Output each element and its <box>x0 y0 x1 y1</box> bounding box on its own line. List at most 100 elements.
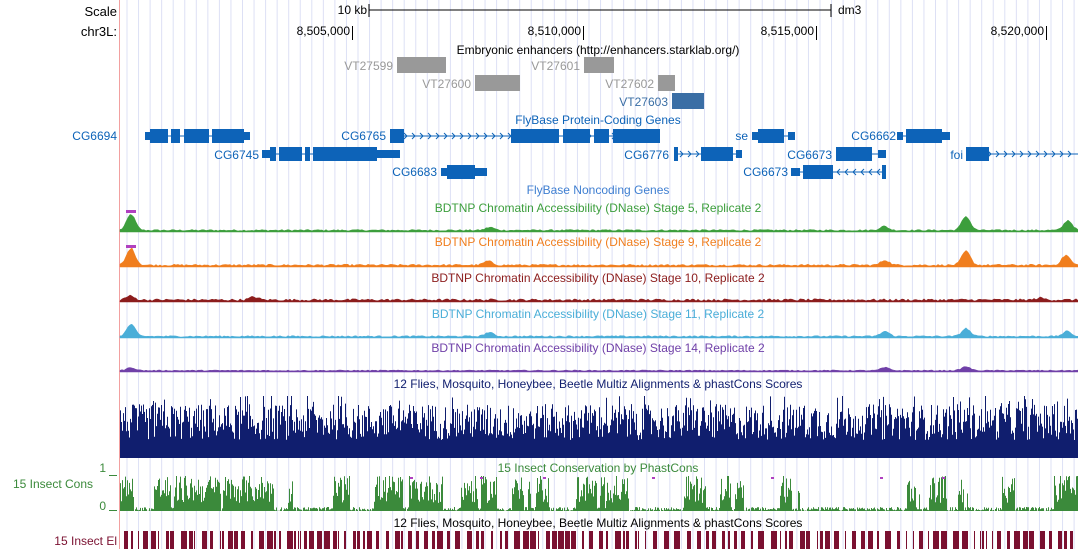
conserved-element[interactable] <box>151 531 156 549</box>
conserved-element[interactable] <box>817 531 818 549</box>
conserved-element[interactable] <box>300 531 301 549</box>
conserved-element[interactable] <box>706 531 709 549</box>
conserved-element[interactable] <box>514 531 520 549</box>
conserved-element[interactable] <box>546 531 550 549</box>
conserved-element[interactable] <box>552 531 557 549</box>
conserved-element[interactable] <box>653 531 657 549</box>
conserved-element[interactable] <box>928 531 929 549</box>
conserved-element[interactable] <box>758 531 764 549</box>
multiz-track-title[interactable]: 12 Flies, Mosquito, Honeybee, Beetle Mul… <box>394 377 803 391</box>
enhancer-feature-vt27600[interactable] <box>475 75 520 91</box>
dnase-stage10-signal[interactable] <box>119 294 1078 303</box>
conserved-element[interactable] <box>437 531 443 549</box>
conserved-element[interactable] <box>386 531 389 549</box>
dnase-stage5-signal[interactable] <box>119 210 1078 233</box>
conserved-element[interactable] <box>751 531 753 549</box>
conserved-element[interactable] <box>401 531 403 549</box>
conserved-element[interactable] <box>432 531 435 549</box>
gene-model-cg6673[interactable] <box>836 147 886 161</box>
dnase-stage5-title[interactable]: BDTNP Chromatin Accessibility (DNase) St… <box>435 201 762 215</box>
conserved-element[interactable] <box>741 531 745 549</box>
conserved-element[interactable] <box>565 531 570 549</box>
conserved-element[interactable] <box>785 531 787 549</box>
gene-label-cg6683[interactable]: CG6683 <box>392 165 437 179</box>
conserved-element[interactable] <box>820 531 823 549</box>
conserved-element[interactable] <box>599 531 603 549</box>
conserved-element[interactable] <box>687 531 691 549</box>
conserved-element[interactable] <box>481 531 484 549</box>
conserved-element[interactable] <box>324 531 330 549</box>
conserved-element[interactable] <box>1014 531 1020 549</box>
gene-model-cg6662[interactable] <box>897 129 950 143</box>
gene-model-cg6745[interactable] <box>262 147 400 161</box>
conserved-element[interactable] <box>367 531 372 549</box>
enhancer-feature-vt27603[interactable] <box>672 93 704 109</box>
conserved-element[interactable] <box>202 531 207 549</box>
conserved-element[interactable] <box>143 531 148 549</box>
conserved-element[interactable] <box>664 531 669 549</box>
conserved-element[interactable] <box>868 531 873 549</box>
conserved-element[interactable] <box>523 531 529 549</box>
conserved-element[interactable] <box>806 531 810 549</box>
conserved-element[interactable] <box>1049 531 1052 549</box>
conserved-element[interactable] <box>626 531 629 549</box>
conserved-element[interactable] <box>294 531 296 549</box>
conserved-element[interactable] <box>980 531 981 549</box>
conserved-element[interactable] <box>181 531 187 549</box>
conserved-element[interactable] <box>228 531 233 549</box>
enhancer-feature-vt27599[interactable] <box>397 57 446 73</box>
dnase-stage11-title[interactable]: BDTNP Chromatin Accessibility (DNase) St… <box>432 307 765 321</box>
dnase-stage11-signal[interactable] <box>119 323 1078 339</box>
conserved-element[interactable] <box>941 531 947 549</box>
conserved-element[interactable] <box>491 531 493 549</box>
noncoding-track-title[interactable]: FlyBase Noncoding Genes <box>527 183 670 197</box>
gene-label-se[interactable]: se <box>735 129 748 143</box>
conserved-element[interactable] <box>789 531 793 549</box>
conserved-element[interactable] <box>1064 531 1067 549</box>
conserved-element[interactable] <box>317 531 322 549</box>
conserved-element[interactable] <box>530 531 536 549</box>
conserved-element[interactable] <box>222 531 224 549</box>
conserved-elements-track[interactable] <box>124 531 1073 549</box>
conserved-element[interactable] <box>861 531 865 549</box>
conserved-element[interactable] <box>728 531 730 549</box>
conserved-element[interactable] <box>267 531 273 549</box>
conserved-element[interactable] <box>309 531 314 549</box>
conserved-element[interactable] <box>913 531 914 549</box>
conserved-element[interactable] <box>933 531 939 549</box>
conserved-element[interactable] <box>825 531 830 549</box>
conserved-element[interactable] <box>376 531 379 549</box>
conserved-element[interactable] <box>158 531 159 549</box>
conserved-element[interactable] <box>170 531 174 549</box>
enhancers-track[interactable]: VT27599 VT27600 VT27601 VT27602 VT27603 <box>344 57 704 109</box>
conserved-element[interactable] <box>674 531 680 549</box>
conserved-element[interactable] <box>500 531 502 549</box>
gene-model-foi[interactable] <box>966 147 1078 161</box>
dnase-stage9-signal[interactable] <box>119 245 1078 268</box>
conserved-element[interactable] <box>279 531 281 549</box>
conserved-element[interactable] <box>447 531 450 549</box>
conserved-element[interactable] <box>1023 531 1028 549</box>
conserved-element[interactable] <box>338 531 339 549</box>
gene-model-se[interactable] <box>752 129 795 143</box>
conserved-element[interactable] <box>1058 531 1062 549</box>
conserved-element[interactable] <box>953 531 959 549</box>
conserved-element[interactable] <box>357 531 360 549</box>
conserved-element[interactable] <box>734 531 737 549</box>
conserved-element[interactable] <box>287 531 293 549</box>
conserved-element[interactable] <box>274 531 276 549</box>
conserved-element[interactable] <box>395 531 400 549</box>
gene-model-cg6694[interactable] <box>145 129 250 143</box>
gene-model-cg6673-alt[interactable] <box>791 165 886 179</box>
gene-label-cg6765[interactable]: CG6765 <box>341 129 386 143</box>
conserved-element[interactable] <box>424 531 428 549</box>
conserved-element[interactable] <box>408 531 412 549</box>
conserved-element[interactable] <box>210 531 213 549</box>
genes-track[interactable]: CG6694 CG6765 CG6745 CG6683 se CG6662 CG… <box>72 129 1078 179</box>
gene-model-cg6765[interactable] <box>390 129 660 143</box>
genes-track-title[interactable]: FlyBase Protein-Coding Genes <box>515 113 680 127</box>
conserved-element[interactable] <box>455 531 460 549</box>
enhancers-track-title[interactable]: Embryonic enhancers (http://enhancers.st… <box>457 43 740 57</box>
conserved-element[interactable] <box>986 531 987 549</box>
conserved-element[interactable] <box>304 531 307 549</box>
